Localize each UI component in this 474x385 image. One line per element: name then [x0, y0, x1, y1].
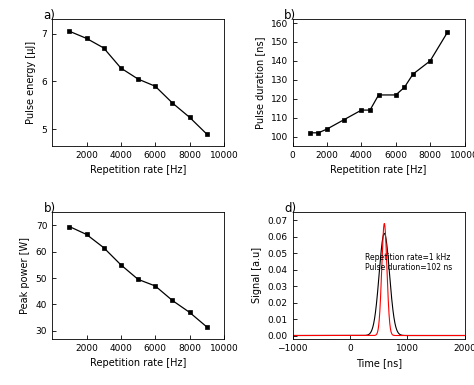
Text: b): b) — [284, 9, 296, 22]
Text: a): a) — [44, 9, 55, 22]
Y-axis label: Peak power [W]: Peak power [W] — [20, 237, 30, 314]
X-axis label: Repetition rate [Hz]: Repetition rate [Hz] — [90, 358, 186, 368]
Y-axis label: Pulse energy [µJ]: Pulse energy [µJ] — [26, 41, 36, 124]
Text: b): b) — [44, 202, 55, 215]
X-axis label: Repetition rate [Hz]: Repetition rate [Hz] — [90, 166, 186, 176]
Text: Repetition rate=1 kHz
Pulse duration=102 ns: Repetition rate=1 kHz Pulse duration=102… — [365, 253, 452, 272]
X-axis label: Time [ns]: Time [ns] — [356, 358, 401, 368]
Y-axis label: Pulse duration [ns]: Pulse duration [ns] — [255, 37, 265, 129]
Text: d): d) — [284, 202, 296, 215]
Y-axis label: Signal [a.u]: Signal [a.u] — [252, 247, 262, 303]
X-axis label: Repetition rate [Hz]: Repetition rate [Hz] — [330, 166, 427, 176]
